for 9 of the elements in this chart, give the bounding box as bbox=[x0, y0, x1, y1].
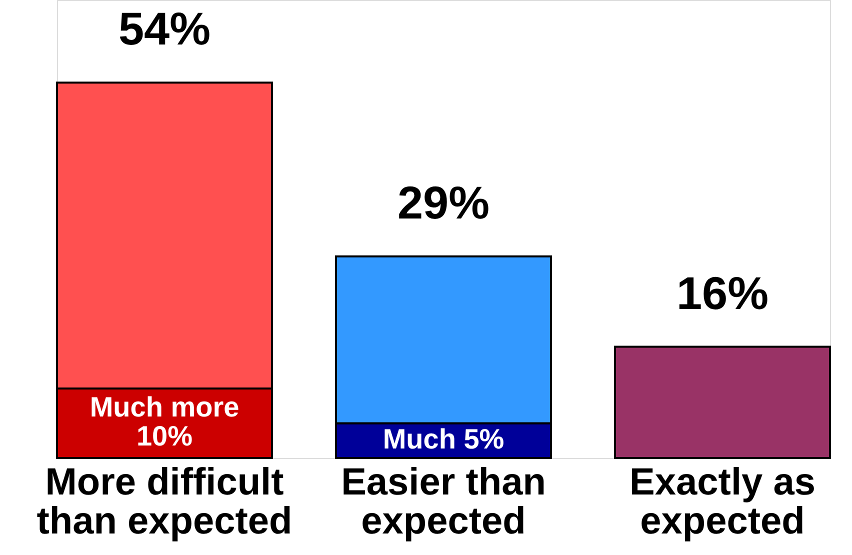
data-label: Much 5% bbox=[382, 424, 504, 455]
data-label: Much more 10% bbox=[90, 392, 240, 452]
x-tick-label: More difficult than expected bbox=[36, 462, 292, 542]
total-label: 16% bbox=[676, 266, 769, 319]
bar bbox=[614, 346, 831, 459]
total-label: 29% bbox=[397, 176, 490, 228]
x-tick-label: Exactly as expected bbox=[630, 462, 816, 542]
total-label: 54% bbox=[118, 2, 211, 55]
x-tick-label: Easier than expected bbox=[341, 462, 546, 542]
